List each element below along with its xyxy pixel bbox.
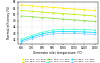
- X-axis label: Generator inlet temperature (°C): Generator inlet temperature (°C): [33, 51, 83, 55]
- Y-axis label: Thermal efficiency (%): Thermal efficiency (%): [7, 6, 11, 40]
- Legend: n1=40%, n2=30%, n1=38%, n2=30%, n1=36%, n2=30%, n1=40%, n2=25%, n1=38%, n2=25%, : n1=40%, n2=30%, n1=38%, n2=30%, n1=36%, …: [22, 58, 94, 63]
